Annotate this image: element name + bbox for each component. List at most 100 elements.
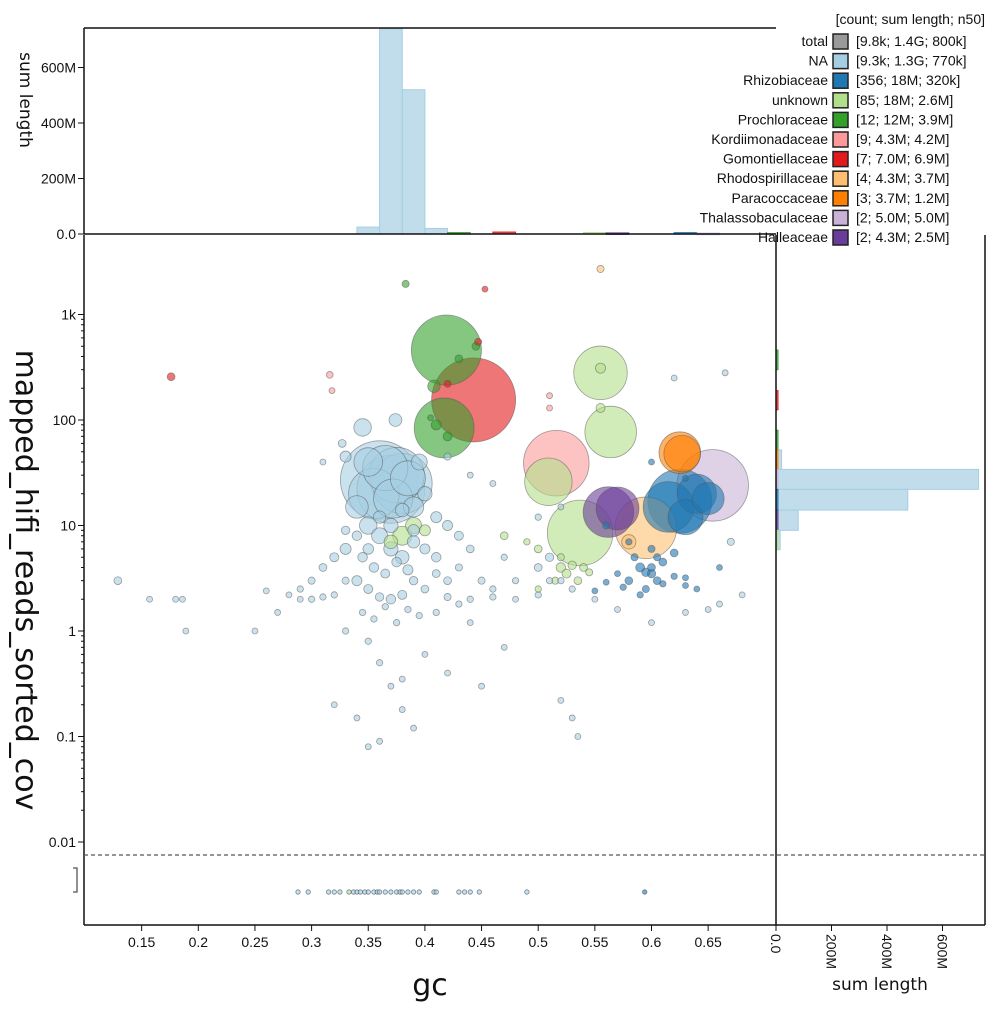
data-point-na — [431, 569, 441, 578]
data-point-na — [500, 553, 508, 561]
data-point-rhizobiaceae — [716, 564, 723, 571]
data-point-na — [534, 591, 542, 599]
data-point-na — [430, 511, 443, 524]
data-point-rhizobiaceae — [619, 583, 627, 591]
zero-coverage-point — [433, 889, 439, 895]
data-point-unknown — [418, 524, 431, 537]
data-point-na — [375, 659, 384, 667]
data-point-na — [500, 643, 508, 651]
right-histogram-bar — [775, 468, 980, 490]
data-point-na — [410, 724, 417, 732]
data-point-na — [307, 576, 316, 585]
data-point-unknown — [383, 534, 399, 550]
y-tick-label: 0.1 — [57, 729, 77, 745]
data-point-na — [307, 595, 316, 603]
zero-coverage-point — [357, 889, 363, 895]
zero-coverage-point — [295, 889, 301, 895]
data-point-na — [182, 627, 190, 635]
legend-label: NA — [809, 53, 829, 69]
top-histogram-tick-label: 400M — [41, 115, 76, 131]
data-point-na — [383, 517, 399, 534]
data-point-na — [489, 480, 497, 487]
data-point-na — [391, 556, 402, 568]
legend-stats: [9; 4.3M; 4.2M] — [856, 131, 949, 147]
zero-coverage-point — [382, 889, 388, 895]
data-point-na — [402, 564, 414, 576]
top-histogram-bar — [379, 28, 403, 235]
legend-swatch — [832, 190, 849, 207]
data-point-rhizobiaceae — [658, 557, 668, 567]
data-point-na — [395, 502, 410, 518]
data-point-na — [489, 585, 497, 593]
data-point-na — [351, 530, 363, 541]
data-point-na — [421, 651, 429, 658]
data-point-na — [398, 675, 406, 683]
y-tick-label: 1k — [61, 307, 77, 323]
data-point-na — [682, 609, 689, 616]
data-point-unknown — [585, 568, 594, 577]
data-point-na — [388, 413, 403, 427]
legend-label: total — [802, 33, 828, 49]
x-tick-label: 0.4 — [415, 934, 435, 950]
data-point-na — [372, 510, 387, 524]
data-point-gomontiellaceae — [443, 379, 452, 388]
data-point-rhizobiaceae — [602, 578, 610, 586]
data-point-rhizobiaceae — [682, 574, 689, 582]
data-point-na — [381, 603, 389, 611]
legend-swatch — [832, 111, 849, 129]
data-point-na — [339, 542, 352, 555]
data-point-na — [339, 450, 352, 463]
data-point-gomontiellaceae — [481, 285, 489, 293]
data-point-na — [251, 627, 259, 635]
data-point-rhizobiaceae — [669, 548, 679, 558]
data-point-na — [319, 458, 327, 466]
data-point-rhizobiaceae — [653, 553, 662, 562]
data-point-rhizobiaceae — [602, 521, 611, 530]
data-point-unknown — [561, 568, 572, 579]
data-point-na — [397, 589, 408, 600]
legend-stats: [4; 4.3M; 3.7M] — [856, 170, 949, 186]
data-point-na — [574, 733, 582, 740]
right-histogram-tick-label: 200M — [824, 934, 840, 969]
data-point-na — [419, 543, 431, 555]
data-point-na — [296, 585, 304, 593]
legend-label: Rhizobiaceae — [743, 72, 828, 88]
legend-stats: [2; 4.3M; 2.5M] — [856, 229, 949, 245]
data-point-na — [262, 587, 270, 595]
top-histogram-tick-label: 0.0 — [57, 226, 77, 242]
data-point-na — [407, 524, 420, 537]
legend-swatch — [832, 131, 849, 148]
data-point-na — [648, 619, 655, 627]
data-point-na — [363, 584, 374, 594]
legend-swatch — [832, 33, 849, 50]
x-tick-label: 0.5 — [528, 934, 548, 950]
data-point-unknown — [534, 585, 542, 593]
data-point-rhizobiaceae — [641, 567, 651, 577]
data-point-rhizobiaceae — [648, 458, 655, 466]
top-histogram-bar — [401, 89, 426, 235]
data-point-prochloraceae — [454, 354, 464, 364]
y-tick-label: 1 — [68, 623, 76, 639]
legend-stats: [3; 3.7M; 1.2M] — [856, 190, 949, 206]
data-point-na — [568, 714, 576, 722]
data-point-na — [353, 418, 372, 437]
data-point-na — [398, 706, 406, 713]
data-point-na — [318, 563, 328, 572]
x-tick-label: 0.35 — [355, 934, 382, 950]
right-histogram-tick-label: 400M — [879, 934, 895, 969]
zero-coverage-point — [476, 889, 482, 895]
data-point-na — [330, 591, 338, 599]
data-point-unknown — [579, 563, 588, 572]
data-point-na — [557, 696, 565, 704]
data-point-na — [489, 593, 497, 601]
scatter-points — [113, 265, 749, 895]
zero-coverage-point — [376, 889, 383, 895]
legend-stats: [85; 18M; 2.6M] — [856, 92, 953, 108]
top-histogram-y-label: sum length — [15, 52, 35, 148]
data-point-unknown — [584, 405, 637, 459]
data-point-na — [466, 619, 474, 627]
right-histogram-x-label: sum length — [832, 975, 928, 995]
legend-swatch — [832, 170, 849, 187]
data-point-na — [353, 714, 361, 722]
